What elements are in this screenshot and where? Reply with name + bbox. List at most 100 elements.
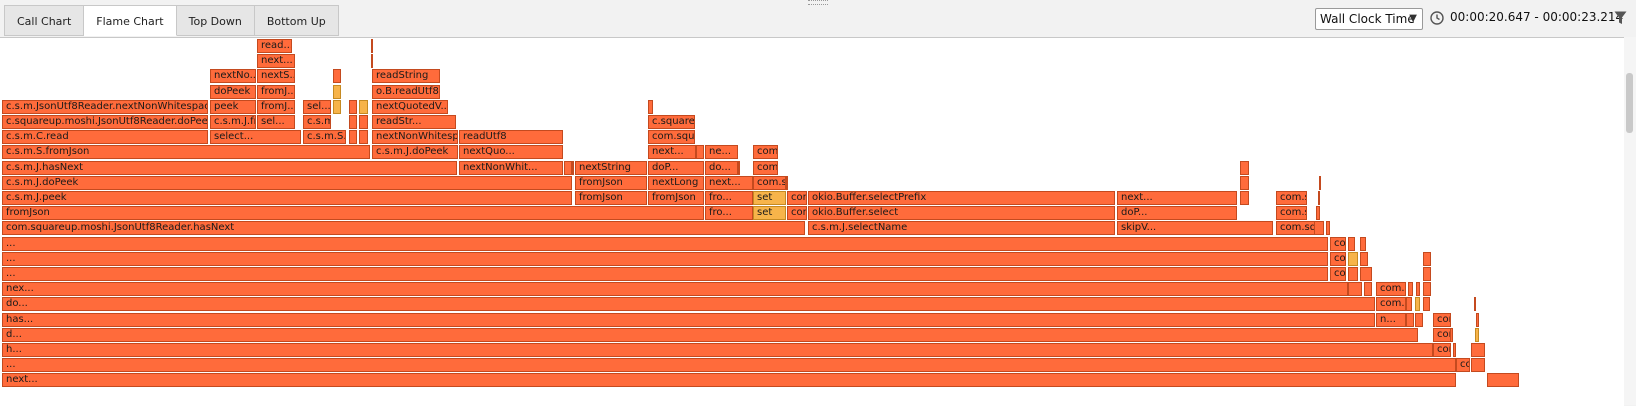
flame-frame[interactable]: nextNo... [210,69,256,84]
flame-frame[interactable]: c.s.m.J.selectName [808,221,1115,236]
flame-frame[interactable] [1423,297,1430,312]
flame-frame[interactable]: c.s.m.J.doPeek [372,145,458,160]
flame-frame[interactable]: c.s.m.J.nextString [303,115,331,129]
flame-frame[interactable]: doP... [1117,206,1237,221]
flame-frame[interactable] [1450,327,1453,342]
flame-frame[interactable] [349,115,357,129]
flame-frame[interactable]: nextS... [257,69,295,84]
flame-frame[interactable] [572,160,574,175]
flame-frame[interactable] [1348,251,1358,266]
flame-frame[interactable]: sel... [257,115,295,129]
flame-frame[interactable] [1318,191,1320,205]
flame-frame[interactable] [564,160,572,175]
flame-frame[interactable]: ... [2,267,1328,281]
flame-frame[interactable]: next... [1117,191,1237,205]
flame-frame[interactable]: read... [257,39,292,53]
flame-frame[interactable]: ... [2,236,1328,251]
flame-frame[interactable] [333,84,341,99]
flame-frame[interactable]: peek [210,99,256,114]
flame-frame[interactable]: c.s.m.J.peek [2,191,572,205]
flame-frame[interactable] [695,145,697,160]
flame-frame[interactable]: nextQuo... [459,145,563,160]
flame-frame[interactable] [1416,282,1420,297]
flame-frame[interactable]: c.s.m.J.fromJson [210,115,256,129]
flame-frame[interactable] [371,39,373,53]
flame-frame[interactable] [1475,327,1479,342]
flame-frame[interactable] [1319,175,1321,190]
flame-frame[interactable]: select... [210,130,301,145]
vertical-scrollbar[interactable] [1624,37,1636,405]
flame-frame[interactable]: fromJson [575,191,647,205]
flame-frame[interactable]: c.s.m.C.read [2,130,208,145]
flame-frame[interactable]: c.s.m.JsonUtf8Reader.nextNonWhitespace [2,99,208,114]
flame-frame[interactable]: nex... [2,282,1348,297]
flame-frame[interactable]: fromJson [575,175,647,190]
flame-frame[interactable] [1360,267,1372,281]
flame-frame[interactable]: skipV... [1117,221,1273,236]
flame-frame[interactable]: set [753,206,786,221]
flame-frame[interactable]: h... [2,343,1433,357]
flame-frame[interactable]: com.squareup.moshi.CollectionJsonAdapter… [753,160,778,175]
flame-frame[interactable]: do... [2,297,1375,312]
flame-frame[interactable] [1423,267,1431,281]
flame-frame[interactable] [1471,343,1485,357]
flame-frame[interactable]: c.s.m.S.fromJson [2,145,370,160]
flame-frame[interactable] [1471,358,1485,373]
flame-frame[interactable] [1348,236,1355,251]
flame-frame[interactable]: n... [1376,312,1406,327]
flame-frame[interactable] [1423,282,1431,297]
flame-frame[interactable] [1360,251,1368,266]
flame-frame[interactable]: d... [2,327,1418,342]
flame-frame[interactable]: ne... [705,145,738,160]
flame-frame[interactable]: com.squareup.moshi.JsonUtf8Reader.nextNo… [787,191,807,205]
flame-frame[interactable]: com.squareup.moshi.ClassJsonAdapter$Fiel… [1330,251,1346,266]
flame-frame[interactable]: c.s.m.S.fromJson [303,130,346,145]
flame-frame[interactable] [1348,267,1358,281]
flame-frame[interactable]: com.squareup.moshi.CollectionJsonAdapter… [753,175,786,190]
flame-frame[interactable] [1314,221,1324,236]
flame-frame[interactable]: c.squareup.moshi.JsonUtf8Reader.hasNext [648,115,695,129]
flame-frame[interactable]: fromJson [2,206,704,221]
flame-frame[interactable]: com.squareup.moshi.JsonAdapter$2.fromJso… [753,145,778,160]
flame-frame[interactable]: sel... [303,99,331,114]
flame-frame[interactable]: fromJson [648,191,704,205]
flame-frame[interactable] [359,115,368,129]
flame-frame[interactable] [648,99,653,114]
flame-frame[interactable]: readUtf8 [459,130,563,145]
flame-frame[interactable]: ... [2,358,1456,373]
tab-bottom-up[interactable]: Bottom Up [254,5,339,36]
flame-frame[interactable] [1348,282,1362,297]
flame-frame[interactable]: com.squareup.moshi.CollectionJsonAdapter… [1433,343,1451,357]
flame-frame[interactable]: doPeek [210,84,256,99]
flame-frame[interactable]: c.s.m.J.doPeek [2,175,572,190]
filter-icon[interactable] [1614,11,1627,25]
flame-frame[interactable] [1364,282,1372,297]
flame-frame[interactable]: okio.Buffer.select [808,206,1115,221]
tab-flame-chart[interactable]: Flame Chart [84,5,177,36]
flame-frame[interactable] [371,54,373,69]
flame-frame[interactable]: okio.Buffer.selectPrefix [808,191,1115,205]
flame-frame[interactable]: com.squareup.moshi.ClassJsonAdapter$Fiel… [1376,297,1406,312]
flame-frame[interactable]: c.s.m.J.hasNext [2,160,457,175]
flame-frame[interactable]: doP... [648,160,704,175]
flame-frame[interactable]: nextNonWhit... [459,160,563,175]
flame-frame[interactable]: readStr... [372,115,456,129]
flame-frame[interactable] [786,175,788,190]
flame-frame[interactable]: nextQuotedV... [372,99,448,114]
flame-frame[interactable] [1240,175,1249,190]
flame-frame[interactable]: com.squareup.moshi.JsonAdapter$2.fromJso… [1376,282,1406,297]
flame-frame[interactable] [349,130,357,145]
flame-frame[interactable] [1316,206,1320,221]
flame-frame[interactable] [333,69,341,84]
flame-frame[interactable] [1415,312,1423,327]
flame-frame[interactable] [1453,343,1456,357]
flame-frame[interactable]: nextNonWhitespace [372,130,458,145]
scrollbar-thumb[interactable] [1626,73,1633,133]
flame-frame[interactable]: com.squareup.moshi.CollectionJsonAdapter… [1456,358,1470,373]
flame-frame[interactable]: has... [2,312,1375,327]
flame-frame[interactable] [1406,297,1412,312]
flame-chart-canvas[interactable]: read...next...nextNo...nextS...readStrin… [0,37,1624,406]
tab-top-down[interactable]: Top Down [176,5,255,36]
flame-frame[interactable]: fro... [705,206,753,221]
flame-frame[interactable]: ... [2,251,1328,266]
